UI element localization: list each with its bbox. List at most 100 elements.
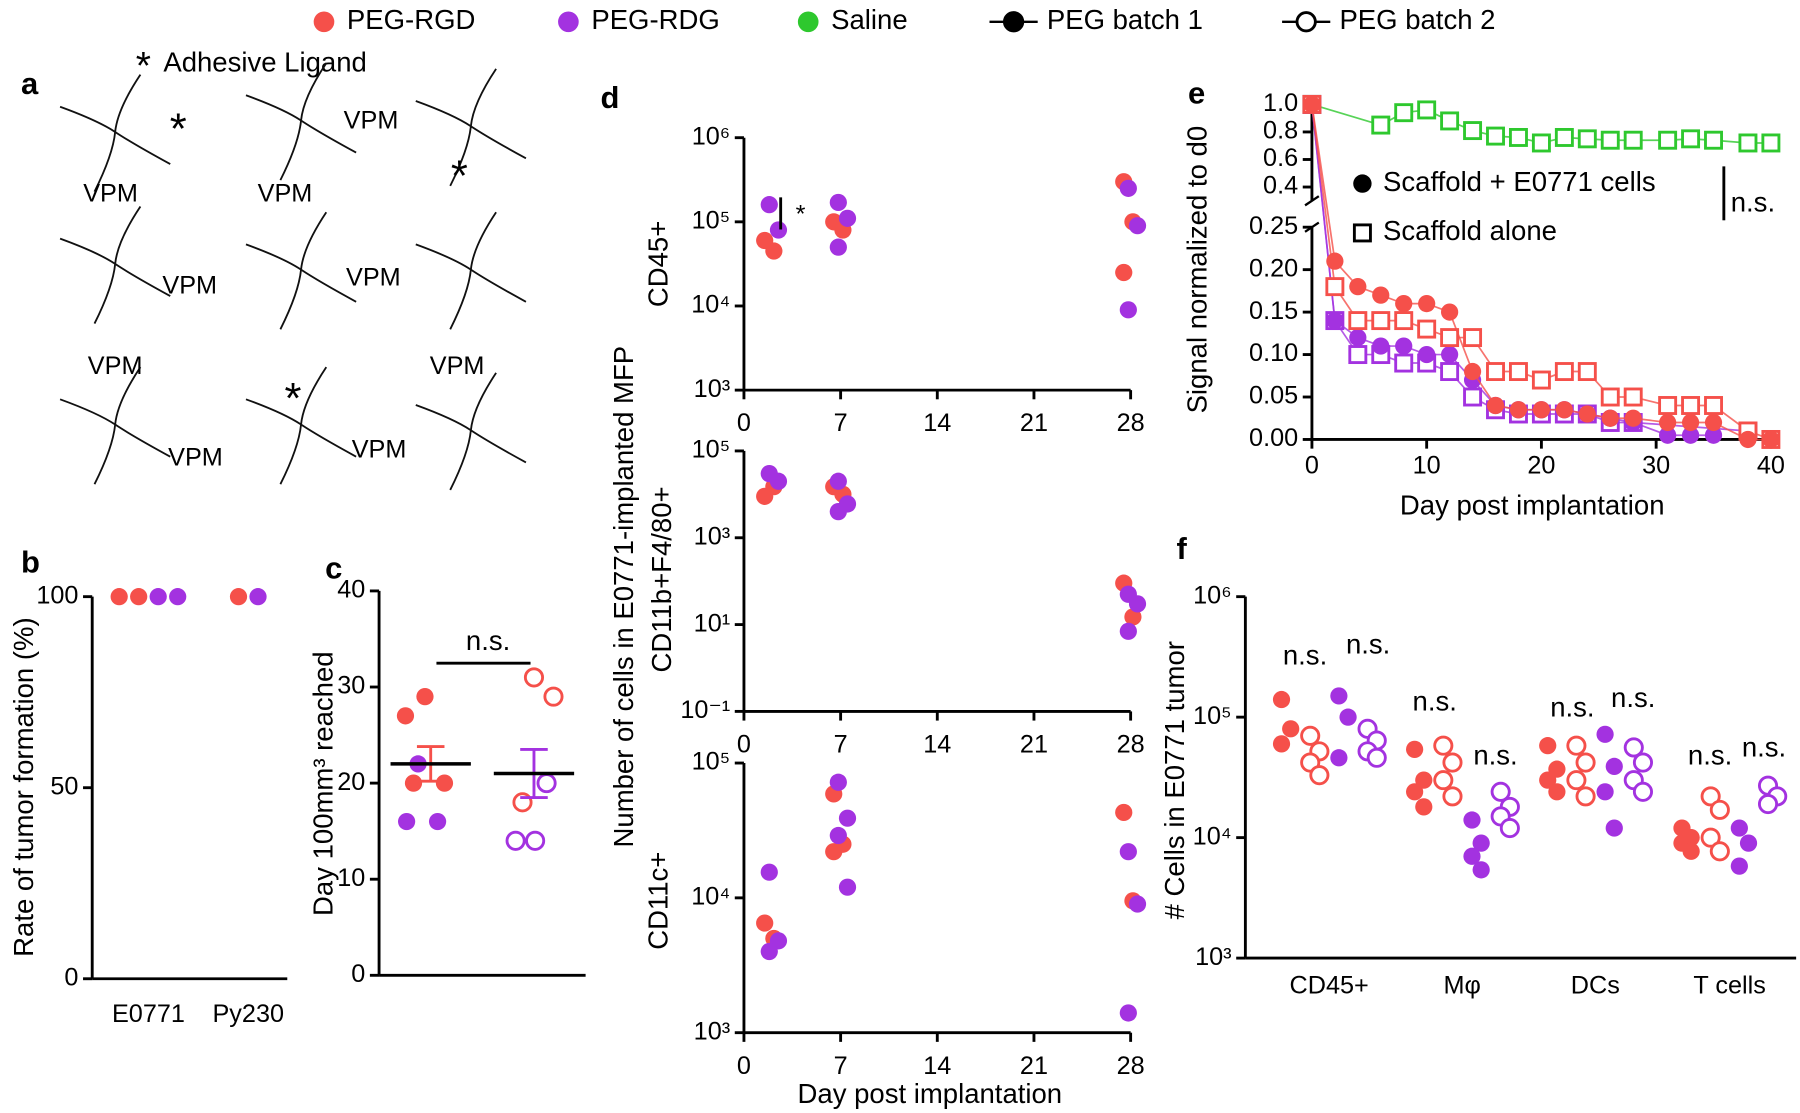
point <box>1349 278 1367 296</box>
point <box>1596 725 1614 743</box>
point <box>760 942 778 961</box>
linker-label: VPM <box>344 106 399 134</box>
linker-label: VPM <box>258 180 313 208</box>
x-tick-label: DCs <box>1571 971 1620 999</box>
y-tick-label: 0 <box>64 963 78 991</box>
point <box>1704 426 1723 444</box>
point <box>1309 765 1330 786</box>
point <box>1681 396 1701 415</box>
panel-letter: d <box>601 80 620 115</box>
panel-letter: e <box>1188 75 1205 110</box>
point <box>1472 834 1490 852</box>
x-tick-label: 0 <box>737 730 751 758</box>
annotation: n.s. <box>1611 682 1655 713</box>
ligand-mark: * <box>285 375 302 423</box>
point <box>525 830 546 851</box>
point <box>1463 387 1483 407</box>
point <box>1762 430 1780 449</box>
x-tick-label: 28 <box>1117 1052 1145 1080</box>
point <box>169 588 187 606</box>
point <box>1486 126 1505 146</box>
point <box>1442 786 1463 807</box>
point <box>1739 430 1757 449</box>
y-tick-label: 10¹ <box>694 609 730 637</box>
point <box>1623 737 1644 758</box>
point <box>1539 737 1557 755</box>
point <box>1395 295 1413 313</box>
polymer-arm <box>279 62 328 181</box>
point <box>825 843 843 861</box>
y-tick-label: 30 <box>337 672 365 700</box>
point <box>838 809 857 827</box>
polymer-arm <box>279 366 328 485</box>
point <box>1348 311 1368 331</box>
point <box>1508 362 1528 382</box>
point <box>1119 179 1137 197</box>
x-tick-label: 20 <box>1527 452 1555 480</box>
point <box>1349 328 1367 347</box>
point <box>1596 783 1614 801</box>
point <box>1575 786 1596 807</box>
x-tick-label: 14 <box>923 1052 951 1080</box>
point <box>1659 426 1677 444</box>
point <box>1330 749 1348 767</box>
legend-label: Scaffold + E0771 cells <box>1383 166 1656 197</box>
legend-label: Saline <box>831 4 907 35</box>
y-tick-label: 0.00 <box>1249 424 1298 452</box>
point <box>1115 803 1133 822</box>
point <box>428 812 447 831</box>
legend-label: PEG batch 2 <box>1339 4 1495 35</box>
x-tick-label: 14 <box>923 409 951 437</box>
point <box>149 588 167 606</box>
legend-label: Scaffold alone <box>1383 215 1557 246</box>
point <box>1406 740 1424 758</box>
y-tick-label: 0.15 <box>1249 297 1298 325</box>
point <box>1128 895 1147 913</box>
point <box>523 667 545 688</box>
point <box>1575 752 1596 773</box>
series-line <box>1311 104 1714 437</box>
y-tick-label: 10⁻¹ <box>680 696 730 724</box>
axis-break <box>1304 195 1320 207</box>
y-tick-label: 10⁵ <box>692 436 731 464</box>
annotation: n.s. <box>1688 740 1732 771</box>
point <box>1433 735 1454 756</box>
y-tick-label: 10³ <box>1195 943 1231 971</box>
annotation: n.s. <box>1346 628 1390 659</box>
point <box>1433 770 1454 791</box>
point <box>1600 387 1620 407</box>
point <box>1566 770 1587 791</box>
legend-marker <box>1353 174 1372 193</box>
point <box>1490 781 1511 802</box>
point <box>756 914 774 932</box>
point <box>398 812 416 831</box>
y-tick-label: 1.0 <box>1263 89 1298 117</box>
y-axis-label: CD11b+F4/80+ <box>646 486 677 672</box>
point <box>1115 263 1133 282</box>
point <box>536 773 557 794</box>
point <box>1632 781 1653 802</box>
point <box>1700 786 1721 807</box>
y-axis-label: CD45+ <box>642 221 673 307</box>
legend-marker <box>313 11 335 33</box>
linker-label: VPM <box>168 444 223 472</box>
point <box>1394 353 1414 373</box>
point <box>1339 708 1357 726</box>
y-tick-label: 0.8 <box>1263 117 1298 145</box>
point <box>1566 735 1587 756</box>
x-tick-label: Mφ <box>1444 971 1481 999</box>
point <box>1371 311 1391 331</box>
point <box>1326 252 1344 270</box>
point <box>1303 95 1321 114</box>
linker-label: VPM <box>88 352 143 380</box>
point <box>1499 818 1520 839</box>
point <box>1415 771 1433 789</box>
x-tick-label: 0 <box>1305 452 1319 480</box>
point <box>1440 362 1460 382</box>
x-tick-label: 30 <box>1642 452 1670 480</box>
annotation: n.s. <box>1413 686 1457 717</box>
legend-marker <box>558 11 579 33</box>
point <box>1730 819 1748 837</box>
point <box>1681 413 1700 432</box>
y-tick-label: 0.6 <box>1263 144 1298 172</box>
